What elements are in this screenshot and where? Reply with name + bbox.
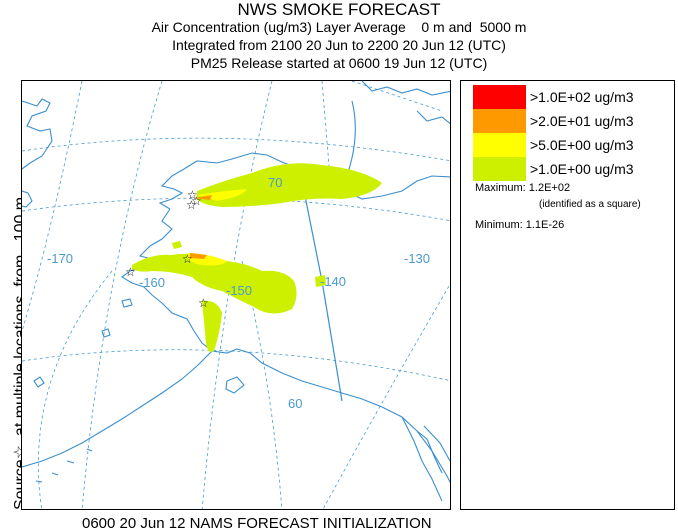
smoke-plumes <box>132 163 382 352</box>
legend-swatch <box>473 133 526 157</box>
plume-central-hot <box>190 253 207 259</box>
source-star: ☆ <box>182 252 193 266</box>
legend-label: >1.0E+02 ug/m3 <box>530 89 634 105</box>
lon-label: -170 <box>47 251 73 266</box>
legend: >1.0E+02 ug/m3 >2.0E+01 ug/m3 >5.0E+00 u… <box>460 80 675 510</box>
legend-entry: >2.0E+01 ug/m3 <box>473 109 634 133</box>
maximum-note: (identified as a square) <box>539 199 641 210</box>
lon-label: -140 <box>320 274 346 289</box>
legend-label: >5.0E+00 ug/m3 <box>530 137 634 153</box>
map-canvas: ☆ ☆ ☆ ☆ ☆ ☆ -170 -160 -150 -140 -130 70 … <box>22 81 450 509</box>
legend-entry: >1.0E+00 ug/m3 <box>473 157 634 181</box>
source-star: ☆ <box>186 198 197 212</box>
legend-entry: >5.0E+00 ug/m3 <box>473 133 634 157</box>
plume-north-hot <box>194 195 212 200</box>
lat-label: 70 <box>268 175 282 190</box>
source-star: ☆ <box>125 265 136 279</box>
legend-entry: >1.0E+02 ug/m3 <box>473 85 634 109</box>
forecast-title: NWS SMOKE FORECAST <box>237 0 441 19</box>
plume-south <box>202 300 222 352</box>
source-star: ☆ <box>198 296 209 310</box>
legend-label: >1.0E+00 ug/m3 <box>530 161 634 177</box>
plume-north <box>197 163 382 207</box>
source-star: ☆ <box>187 188 198 202</box>
smoke-map: ☆ ☆ ☆ ☆ ☆ ☆ -170 -160 -150 -140 -130 70 … <box>21 80 451 510</box>
lon-label: -130 <box>404 251 430 266</box>
maximum-value: Maximum: 1.2E+02 <box>475 182 571 194</box>
border-line <box>301 180 343 402</box>
plume-east-speck <box>315 275 326 287</box>
concentration-subtitle: Air Concentration (ug/m3) Layer Average … <box>151 19 527 35</box>
plume-speck <box>172 241 182 249</box>
minimum-value: Minimum: 1.1E-26 <box>475 219 565 231</box>
initialization-footer: 0600 20 Jun 12 NAMS FORECAST INITIALIZAT… <box>82 515 432 532</box>
source-star: ☆ <box>191 194 202 208</box>
legend-swatch <box>473 109 526 133</box>
release-info: PM25 Release started at 0600 19 Jun 12 (… <box>190 55 488 71</box>
integration-period: Integrated from 2100 20 Jun to 2200 20 J… <box>172 37 506 53</box>
lon-label: -160 <box>139 275 165 290</box>
plume-central <box>132 253 297 314</box>
coastlines <box>22 81 450 502</box>
lat-label: 60 <box>288 396 302 411</box>
source-markers: ☆ ☆ ☆ ☆ ☆ ☆ <box>125 188 209 310</box>
legend-swatch <box>473 85 526 109</box>
legend-swatch <box>473 157 526 181</box>
lon-label: -150 <box>226 283 252 298</box>
legend-label: >2.0E+01 ug/m3 <box>530 113 634 129</box>
